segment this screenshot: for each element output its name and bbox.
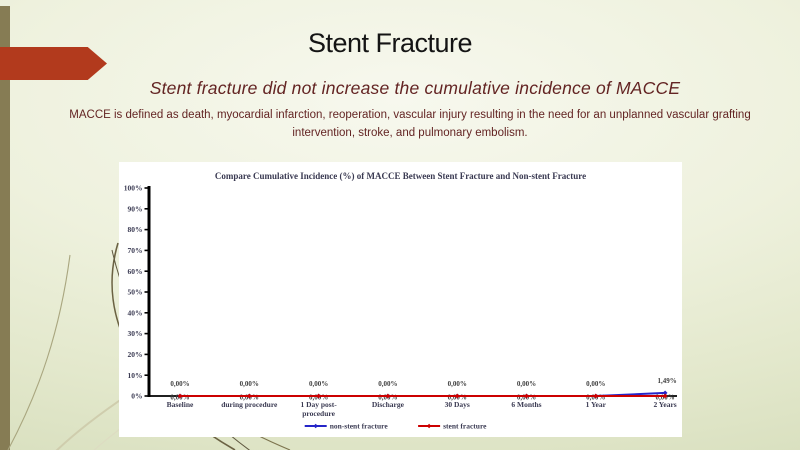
macce-definition-text: MACCE is defined as death, myocardial in… bbox=[40, 106, 780, 142]
svg-text:20%: 20% bbox=[128, 350, 143, 359]
slide-title: Stent Fracture bbox=[307, 28, 473, 58]
svg-text:1,49%: 1,49% bbox=[657, 377, 676, 385]
svg-text:Compare Cumulative Incidence (: Compare Cumulative Incidence (%) of MACC… bbox=[215, 171, 586, 181]
left-accent-bar bbox=[0, 6, 10, 450]
svg-text:0,00%: 0,00% bbox=[586, 380, 605, 388]
svg-text:during procedure: during procedure bbox=[221, 400, 278, 409]
svg-text:10%: 10% bbox=[128, 371, 143, 380]
svg-text:procedure: procedure bbox=[302, 409, 335, 418]
svg-text:0,00%: 0,00% bbox=[517, 380, 536, 388]
svg-text:Baseline: Baseline bbox=[167, 400, 194, 409]
svg-text:90%: 90% bbox=[128, 204, 143, 213]
svg-text:50%: 50% bbox=[128, 288, 143, 297]
macce-definition-line1: MACCE is defined as death, myocardial in… bbox=[69, 109, 751, 121]
svg-text:0,00%: 0,00% bbox=[378, 380, 397, 388]
svg-text:1 Year: 1 Year bbox=[586, 400, 607, 409]
accent-arrow-shape bbox=[0, 47, 107, 80]
svg-text:80%: 80% bbox=[128, 225, 143, 234]
svg-text:stent fracture: stent fracture bbox=[443, 422, 487, 431]
svg-text:0,00%: 0,00% bbox=[170, 380, 189, 388]
svg-text:0,00%: 0,00% bbox=[240, 380, 259, 388]
svg-text:2 Years: 2 Years bbox=[653, 400, 676, 409]
svg-text:60%: 60% bbox=[128, 267, 143, 276]
slide-subtitle: Stent fracture did not increase the cumu… bbox=[149, 78, 681, 98]
macce-line-chart: Compare Cumulative Incidence (%) of MACC… bbox=[124, 171, 677, 431]
svg-text:30%: 30% bbox=[128, 329, 143, 338]
svg-text:30 Days: 30 Days bbox=[445, 400, 470, 409]
svg-text:0,00%: 0,00% bbox=[309, 380, 328, 388]
svg-text:0%: 0% bbox=[131, 392, 142, 401]
chart-panel: Compare Cumulative Incidence (%) of MACC… bbox=[119, 162, 682, 437]
svg-text:Discharge: Discharge bbox=[372, 400, 405, 409]
svg-text:1 Day post-: 1 Day post- bbox=[300, 400, 337, 409]
svg-text:6 Months: 6 Months bbox=[511, 400, 541, 409]
svg-text:40%: 40% bbox=[128, 308, 143, 317]
svg-text:70%: 70% bbox=[128, 246, 143, 255]
svg-text:non-stent fracture: non-stent fracture bbox=[330, 422, 389, 431]
macce-definition-line2: intervention, stroke, and pulmonary embo… bbox=[292, 127, 528, 139]
svg-text:0,00%: 0,00% bbox=[448, 380, 467, 388]
svg-text:100%: 100% bbox=[124, 184, 143, 193]
